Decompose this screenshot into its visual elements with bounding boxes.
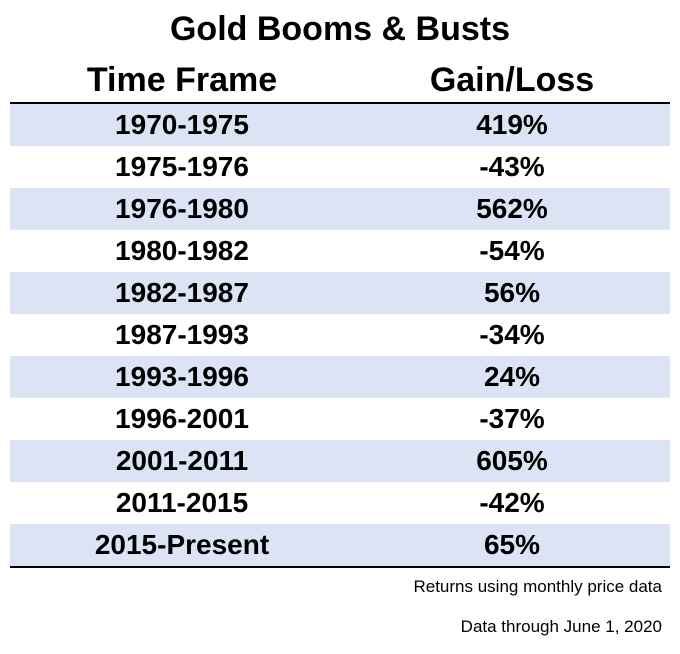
time-frame-cell: 1982-1987 [115, 277, 249, 308]
table-row: 1976-1980 562% [10, 188, 670, 230]
time-frame-cell: 1970-1975 [115, 109, 249, 140]
gain-loss-cell: 65% [483, 529, 541, 560]
table-row: 1993-1996 24% [10, 356, 670, 398]
time-frame-cell: 1975-1976 [115, 151, 249, 182]
gain-loss-cell: -54% [479, 235, 545, 266]
table-row: 1980-1982 -54% [10, 230, 670, 272]
table-row: 2001-2011 605% [10, 440, 670, 482]
gain-loss-cell: 419% [476, 109, 548, 140]
time-frame-cell: 1976-1980 [115, 193, 249, 224]
column-header-gain-loss: Gain/Loss [429, 61, 595, 99]
table-row: 1982-1987 56% [10, 272, 670, 314]
table-row: 2011-2015 -42% [10, 482, 670, 524]
table-row: 1987-1993 -34% [10, 314, 670, 356]
gain-loss-cell: 562% [476, 193, 548, 224]
table-body: 1970-1975 419% 1975-1976 -43% 1976-1980 562% 1… [10, 104, 670, 568]
source-note: Returns using monthly price data [413, 577, 662, 596]
gain-loss-cell: -42% [479, 487, 545, 518]
gain-loss-cell: -37% [479, 403, 545, 434]
gain-loss-cell: -43% [479, 151, 545, 182]
time-frame-cell: 1987-1993 [115, 319, 249, 350]
gain-loss-cell: 24% [483, 361, 541, 392]
gain-loss-cell: 56% [483, 277, 541, 308]
time-frame-cell: 2001-2011 [115, 445, 249, 476]
time-frame-cell: 2015-Present [94, 529, 270, 560]
time-frame-cell: 2011-2015 [115, 487, 249, 518]
table-row: 2015-Present 65% [10, 524, 670, 566]
table-header: Time Frame Gain/Loss [10, 58, 670, 104]
table-row: 1996-2001 -37% [10, 398, 670, 440]
table-row: 1970-1975 419% [10, 104, 670, 146]
table-row: 1975-1976 -43% [10, 146, 670, 188]
date-note: Data through June 1, 2020 [460, 617, 662, 636]
time-frame-cell: 1996-2001 [115, 403, 249, 434]
time-frame-cell: 1980-1982 [115, 235, 249, 266]
table-title: Gold Booms & Busts [169, 10, 511, 48]
time-frame-cell: 1993-1996 [115, 361, 249, 392]
column-header-time-frame: Time Frame [86, 61, 278, 99]
gain-loss-cell: -34% [479, 319, 545, 350]
gain-loss-cell: 605% [476, 445, 548, 476]
